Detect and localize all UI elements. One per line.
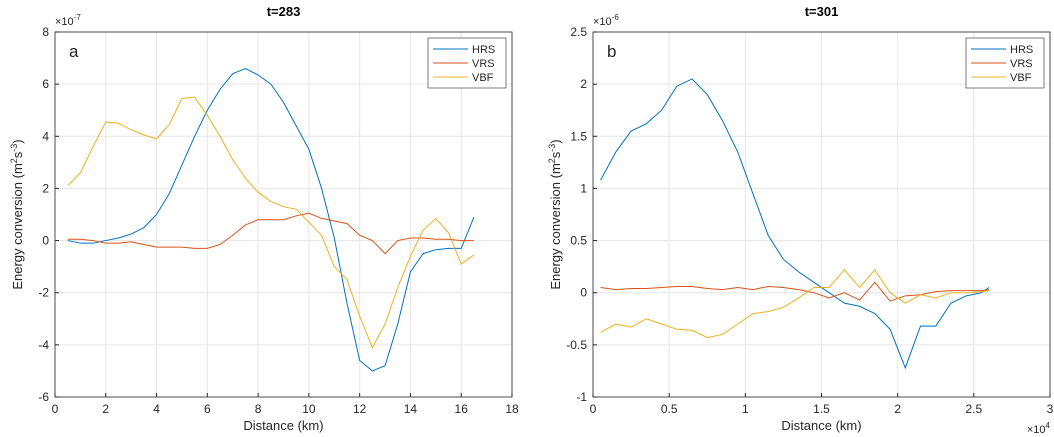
y-tick-label: -2 — [38, 286, 49, 300]
x-tick-label: 12 — [353, 402, 367, 416]
y-tick-label: -0.5 — [566, 338, 587, 352]
y-tick-label: 8 — [42, 25, 49, 39]
legend: HRS VRS VBF — [427, 37, 507, 89]
y-tick-label: -4 — [38, 338, 49, 352]
x-axis-label: Distance (km) — [781, 418, 861, 433]
x-tick-label: 8 — [255, 402, 262, 416]
y-tick-label: 0.5 — [570, 234, 587, 248]
y-axis-label-part: Energy conversion (m — [10, 163, 25, 289]
x-tick-label: 14 — [404, 402, 418, 416]
y-axis-label-part: ) — [10, 139, 25, 143]
subplot: 0 2 4 6 8 10 12 14 16 18 -6 -4 -2 0 2 4 6 8 t=283 a Distance… — [9, 4, 519, 433]
x-tick-label: 16 — [455, 402, 469, 416]
x-tick-label: 2 — [102, 402, 109, 416]
axis-exponent: ×10-7 — [55, 13, 81, 28]
y-axis-label-sup: 2 — [547, 158, 557, 163]
exponent-base: ×10 — [1027, 424, 1046, 436]
data-line — [600, 78, 990, 370]
y-axis-label: Energy conversion (m2s-3) — [547, 139, 563, 289]
y-tick-label: 4 — [42, 129, 49, 143]
legend-label: HRS — [472, 44, 495, 56]
y-tick-label: -1 — [576, 390, 587, 404]
x-tick-label: 2 — [894, 402, 901, 416]
y-tick-label: 1.5 — [570, 129, 587, 143]
y-axis-label-part: ) — [548, 139, 563, 143]
axis-exponent: ×104 — [1027, 421, 1051, 436]
x-tick-label: 6 — [204, 402, 211, 416]
x-axis-label: Distance (km) — [243, 418, 323, 433]
y-axis-label-sup: -3 — [9, 144, 19, 152]
x-tick-label: 0.5 — [661, 402, 678, 416]
panel-label: b — [607, 42, 616, 61]
data-line — [600, 281, 990, 302]
x-tick-label: 0 — [590, 402, 597, 416]
x-tick-label: 18 — [505, 402, 519, 416]
legend-label: VBF — [1010, 72, 1032, 84]
y-tick-label: 0 — [580, 286, 587, 300]
x-tick-label: 10 — [302, 402, 316, 416]
y-tick-label: 0 — [42, 234, 49, 248]
x-tick-label: 2.5 — [965, 402, 982, 416]
x-tick-label: 3 — [1047, 402, 1054, 416]
legend-label: VRS — [1010, 58, 1033, 70]
axis-exponent: ×10-6 — [593, 13, 619, 28]
exponent-power: -7 — [74, 13, 82, 22]
exponent-power: 4 — [1046, 421, 1051, 430]
legend-label: VBF — [472, 72, 494, 84]
exponent-base: ×10 — [55, 16, 74, 28]
x-tick-label: 1 — [742, 402, 749, 416]
y-axis-label-part: s — [548, 151, 563, 158]
data-line — [67, 212, 474, 255]
legend: HRS VRS VBF — [965, 37, 1045, 89]
exponent-base: ×10 — [593, 16, 612, 28]
chart-title: t=283 — [267, 4, 301, 19]
y-tick-label: 2.5 — [570, 25, 587, 39]
y-axis-label: Energy conversion (m2s-3) — [9, 139, 25, 289]
legend-label: VRS — [472, 58, 495, 70]
axes-box — [592, 31, 1051, 398]
exponent-power: -6 — [612, 13, 620, 22]
y-tick-label: 1 — [580, 181, 587, 195]
data-line — [600, 268, 990, 339]
x-tick-label: 1.5 — [813, 402, 830, 416]
legend-label: HRS — [1010, 44, 1033, 56]
data-line — [67, 67, 475, 372]
data-line — [67, 96, 475, 349]
y-tick-label: -6 — [38, 390, 49, 404]
y-tick-label: 2 — [42, 181, 49, 195]
y-axis-label-part: s — [10, 151, 25, 158]
y-axis-label-sup: -3 — [547, 144, 557, 152]
panel-label: a — [69, 42, 79, 61]
y-axis-label-part: Energy conversion (m — [548, 163, 563, 289]
plot-area — [55, 32, 512, 397]
axes-box — [54, 31, 513, 398]
y-tick-label: 2 — [580, 77, 587, 91]
y-tick-label: 6 — [42, 77, 49, 91]
x-tick-label: 4 — [153, 402, 160, 416]
chart-title: t=301 — [805, 4, 839, 19]
subplot: 0 0.5 1 1.5 2 2.5 3 -1 -0.5 0 0.5 1 1.5 2 2.5 t=301 b Dis… — [547, 4, 1054, 436]
y-axis-label-sup: 2 — [9, 158, 19, 163]
x-tick-label: 0 — [52, 402, 59, 416]
